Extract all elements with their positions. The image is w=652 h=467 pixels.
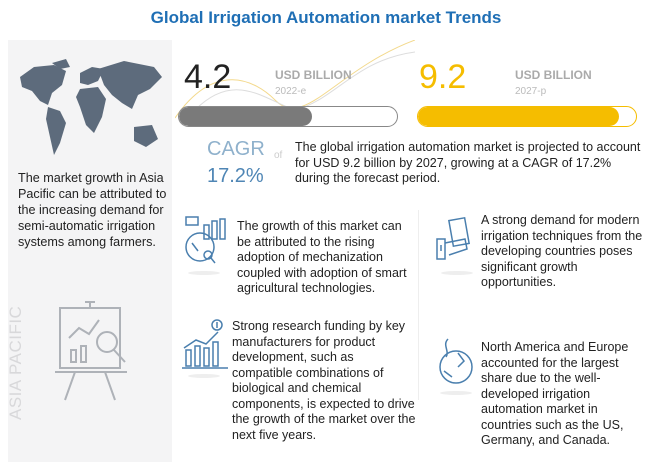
end-progress-bar — [417, 106, 637, 127]
globe-icon — [439, 338, 473, 395]
start-progress-bar — [178, 106, 398, 127]
end-value: 9.2 — [419, 58, 467, 96]
cagr-of: of — [274, 150, 283, 161]
world-map-icon — [20, 59, 162, 155]
divider — [418, 210, 419, 400]
presentation-analytics-icon — [55, 301, 127, 401]
region-label: ASIA PACIFIC — [6, 305, 25, 420]
point-text: A strong demand for modern irrigation te… — [481, 213, 643, 289]
start-unit: USD BILLION — [275, 68, 352, 82]
analytics-percent-icon — [185, 216, 226, 275]
point-text: The growth of this market can be attribu… — [237, 219, 407, 295]
point-text: Strong research funding by key manufactu… — [232, 319, 416, 442]
page-title: Global Irrigation Automation market Tren… — [150, 8, 502, 27]
start-value: 4.2 — [184, 58, 232, 96]
end-unit: USD BILLION — [515, 68, 592, 82]
end-year: 2027-p — [515, 86, 547, 97]
cagr-value: 17.2% — [207, 165, 264, 187]
start-year: 2022-e — [275, 86, 307, 97]
funding-growth-icon — [182, 319, 228, 378]
market-summary: The global irrigation automation market … — [295, 140, 641, 185]
start-progress-fill — [179, 107, 312, 126]
end-progress-fill — [418, 107, 619, 126]
cagr-label: CAGR — [207, 138, 265, 160]
point-text: North America and Europe accounted for t… — [481, 340, 629, 447]
money-hand-icon — [436, 216, 473, 275]
asia-pacific-text: The market growth in Asia Pacific can be… — [18, 171, 167, 249]
